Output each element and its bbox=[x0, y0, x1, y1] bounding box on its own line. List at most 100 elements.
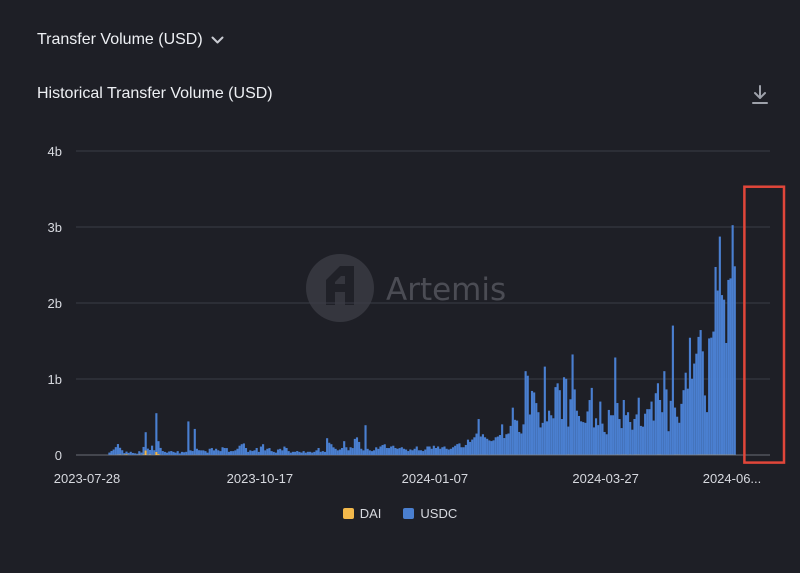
bar-usdc[interactable] bbox=[353, 438, 356, 455]
bar-usdc[interactable] bbox=[545, 421, 549, 455]
bar-usdc[interactable] bbox=[528, 414, 531, 455]
bar-usdc[interactable] bbox=[580, 421, 583, 455]
bar-usdc[interactable] bbox=[311, 452, 314, 455]
bar-usdc[interactable] bbox=[296, 451, 299, 455]
bar-usdc[interactable] bbox=[469, 441, 472, 455]
bar-usdc[interactable] bbox=[178, 453, 181, 455]
bar-usdc[interactable] bbox=[185, 451, 188, 455]
bar-usdc[interactable] bbox=[573, 389, 576, 455]
bar-usdc[interactable] bbox=[400, 447, 403, 455]
bar-usdc[interactable] bbox=[710, 337, 713, 455]
bar-usdc[interactable] bbox=[447, 449, 450, 455]
bar-usdc[interactable] bbox=[614, 357, 617, 455]
bar-usdc[interactable] bbox=[503, 438, 506, 455]
bar-usdc[interactable] bbox=[364, 425, 367, 455]
bar-usdc[interactable] bbox=[605, 434, 608, 455]
bar-usdc[interactable] bbox=[215, 448, 218, 455]
bar-usdc[interactable] bbox=[712, 331, 715, 455]
bar-usdc[interactable] bbox=[193, 428, 196, 455]
bar-usdc[interactable] bbox=[635, 414, 638, 455]
bar-usdc[interactable] bbox=[381, 445, 384, 455]
bar-usdc[interactable] bbox=[631, 429, 634, 455]
bar-usdc[interactable] bbox=[170, 451, 173, 455]
bar-usdc[interactable] bbox=[253, 450, 256, 455]
bar-usdc[interactable] bbox=[434, 448, 438, 455]
bar-usdc[interactable] bbox=[656, 383, 660, 455]
bar-usdc[interactable] bbox=[618, 419, 621, 455]
bar-usdc[interactable] bbox=[599, 401, 602, 455]
bar-usdc[interactable] bbox=[612, 415, 615, 455]
bar-usdc[interactable] bbox=[172, 451, 175, 455]
bar-usdc[interactable] bbox=[161, 451, 164, 455]
bar-usdc[interactable] bbox=[390, 446, 393, 455]
bar-usdc[interactable] bbox=[560, 419, 563, 455]
bar-usdc[interactable] bbox=[266, 448, 269, 455]
bar-usdc[interactable] bbox=[494, 437, 497, 455]
bar-usdc[interactable] bbox=[227, 451, 230, 455]
bar-usdc[interactable] bbox=[366, 448, 369, 455]
bar-usdc[interactable] bbox=[486, 438, 489, 455]
bar-usdc[interactable] bbox=[733, 266, 736, 455]
bar-usdc[interactable] bbox=[202, 450, 205, 455]
bar-usdc[interactable] bbox=[633, 418, 636, 455]
bar-usdc[interactable] bbox=[131, 452, 134, 455]
bar-usdc[interactable] bbox=[639, 425, 642, 455]
bar-usdc[interactable] bbox=[255, 448, 258, 455]
bar-usdc[interactable] bbox=[498, 435, 502, 455]
bar-usdc[interactable] bbox=[466, 439, 470, 455]
bar-usdc[interactable] bbox=[110, 450, 113, 455]
bar-usdc[interactable] bbox=[119, 447, 122, 455]
bar-usdc[interactable] bbox=[624, 415, 627, 455]
bar-usdc[interactable] bbox=[477, 419, 480, 455]
bar-usdc[interactable] bbox=[695, 353, 698, 455]
bar-dai[interactable] bbox=[157, 454, 160, 455]
bar-usdc[interactable] bbox=[394, 448, 397, 455]
bar-usdc[interactable] bbox=[302, 451, 305, 455]
bar-usdc[interactable] bbox=[285, 448, 288, 455]
bar-usdc[interactable] bbox=[479, 436, 482, 455]
bar-usdc[interactable] bbox=[449, 448, 452, 455]
bar-usdc[interactable] bbox=[276, 449, 280, 455]
bar-usdc[interactable] bbox=[287, 451, 290, 455]
bar-usdc[interactable] bbox=[217, 450, 220, 455]
bar-usdc[interactable] bbox=[509, 425, 512, 455]
bar-usdc[interactable] bbox=[582, 422, 585, 455]
bar-usdc[interactable] bbox=[565, 378, 568, 455]
bar-usdc[interactable] bbox=[496, 436, 499, 455]
bar-usdc[interactable] bbox=[148, 449, 152, 455]
bar-usdc[interactable] bbox=[667, 431, 670, 455]
bar-usdc[interactable] bbox=[133, 453, 137, 455]
bar-usdc[interactable] bbox=[577, 416, 581, 455]
bar-usdc[interactable] bbox=[471, 439, 474, 455]
bar-usdc[interactable] bbox=[409, 449, 412, 455]
bar-usdc[interactable] bbox=[520, 433, 523, 455]
bar-usdc[interactable] bbox=[281, 450, 284, 455]
bar-usdc[interactable] bbox=[473, 437, 476, 455]
bar-usdc[interactable] bbox=[562, 377, 566, 455]
bar-usdc[interactable] bbox=[507, 433, 510, 455]
bar-usdc[interactable] bbox=[345, 447, 348, 455]
bar-dai[interactable] bbox=[155, 451, 158, 455]
bar-usdc[interactable] bbox=[398, 448, 401, 455]
bar-usdc[interactable] bbox=[686, 388, 689, 455]
bar-usdc[interactable] bbox=[200, 450, 203, 455]
bar-usdc[interactable] bbox=[334, 448, 337, 455]
bar-usdc[interactable] bbox=[550, 415, 553, 455]
bar-usdc[interactable] bbox=[588, 400, 591, 455]
bar-usdc[interactable] bbox=[183, 452, 186, 455]
bar-usdc[interactable] bbox=[419, 450, 423, 455]
bar-usdc[interactable] bbox=[607, 409, 610, 455]
bar-usdc[interactable] bbox=[144, 432, 147, 451]
metric-dropdown[interactable]: Transfer Volume (USD) bbox=[37, 31, 224, 49]
bar-usdc[interactable] bbox=[475, 433, 478, 455]
bar-usdc[interactable] bbox=[516, 420, 519, 455]
bar-usdc[interactable] bbox=[426, 446, 429, 455]
bar-usdc[interactable] bbox=[405, 449, 408, 455]
bar-usdc[interactable] bbox=[340, 448, 344, 455]
bar-usdc[interactable] bbox=[219, 451, 222, 455]
bar-usdc[interactable] bbox=[313, 451, 316, 455]
bar-usdc[interactable] bbox=[373, 450, 376, 455]
bar-usdc[interactable] bbox=[343, 441, 346, 455]
bar-usdc[interactable] bbox=[705, 412, 709, 455]
bar-usdc[interactable] bbox=[317, 448, 320, 455]
